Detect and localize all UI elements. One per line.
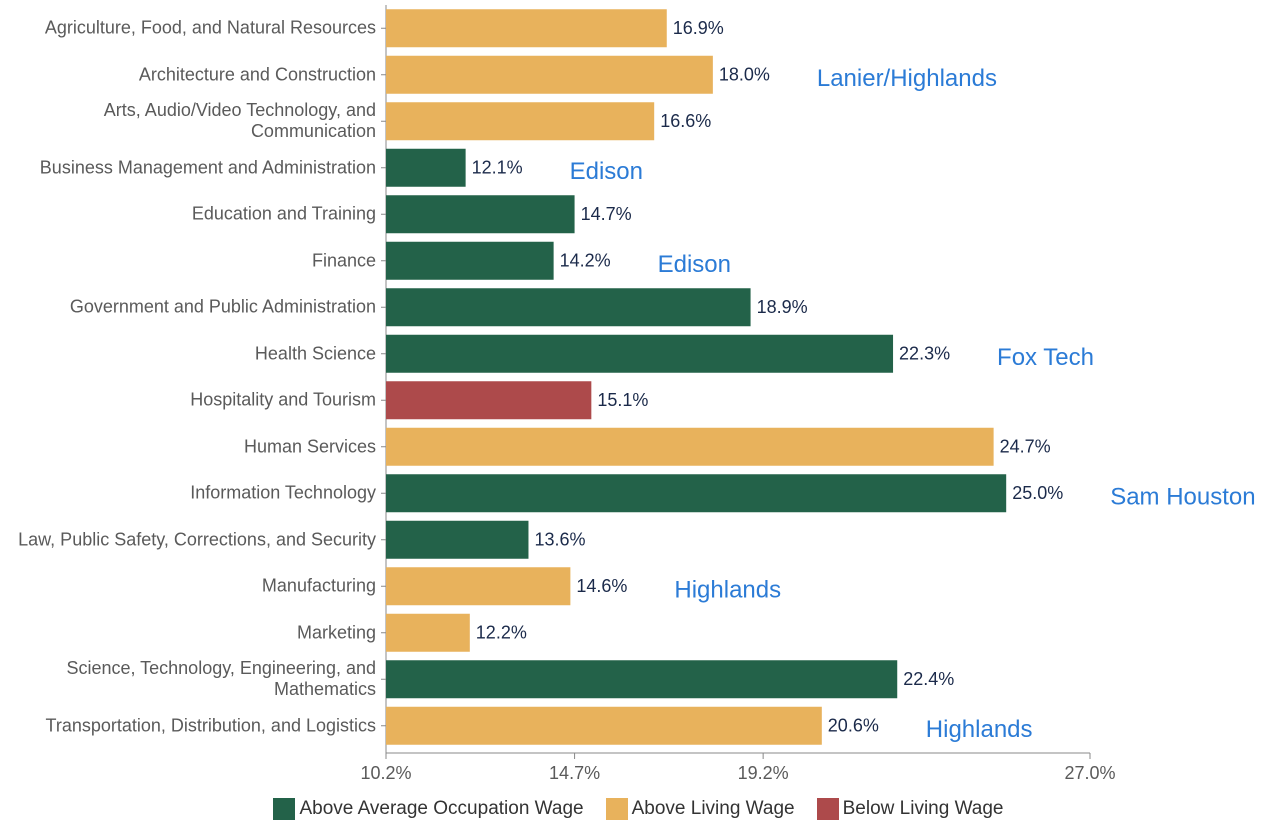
- category-label: Government and Public Administration: [69, 296, 376, 317]
- annotation: Edison: [658, 251, 731, 278]
- value-label: 22.4%: [903, 669, 954, 689]
- value-label: 25.0%: [1012, 483, 1063, 503]
- value-label: 14.7%: [581, 204, 632, 224]
- annotation: Fox Tech: [997, 344, 1094, 371]
- category-label: Manufacturing: [261, 575, 376, 596]
- legend-label: Above Living Wage: [631, 798, 795, 819]
- x-tick-label: 10.2%: [360, 763, 411, 783]
- category-label: Information Technology: [190, 482, 376, 503]
- value-label: 12.2%: [476, 623, 527, 643]
- x-tick-label: 19.2%: [738, 763, 789, 783]
- annotation: Edison: [570, 158, 643, 185]
- value-label: 14.6%: [576, 576, 627, 596]
- category-label: Architecture and Construction: [138, 64, 376, 85]
- bar: [386, 660, 898, 699]
- legend-item: Above Average Occupation Wage: [273, 798, 584, 820]
- legend: Above Average Occupation Wage Above Livin…: [0, 798, 1277, 820]
- bar: [386, 520, 529, 559]
- bar: [386, 334, 894, 373]
- value-label: 20.6%: [828, 716, 879, 736]
- value-label: 16.9%: [673, 18, 724, 38]
- legend-swatch: [816, 798, 839, 820]
- value-label: 14.2%: [560, 251, 611, 271]
- value-label: 15.1%: [597, 390, 648, 410]
- value-label: 16.6%: [660, 111, 711, 131]
- bar: [386, 102, 655, 141]
- category-label: Marketing: [296, 622, 376, 643]
- annotation: Highlands: [926, 716, 1033, 743]
- annotation: Highlands: [674, 577, 781, 604]
- legend-item: Above Living Wage: [605, 798, 795, 820]
- category-label: Education and Training: [191, 203, 376, 224]
- category-label: Law, Public Safety, Corrections, and Sec…: [18, 529, 376, 550]
- bar: [386, 706, 822, 745]
- category-label: Finance: [311, 250, 376, 271]
- x-tick-label: 14.7%: [549, 763, 600, 783]
- category-label: Science, Technology, Engineering, and Ma…: [66, 658, 376, 700]
- value-label: 24.7%: [1000, 437, 1051, 457]
- legend-label: Below Living Wage: [842, 798, 1004, 819]
- bar: [386, 427, 994, 466]
- legend-swatch: [605, 798, 628, 820]
- bar: [386, 474, 1007, 513]
- bar: [386, 9, 667, 48]
- bar: [386, 613, 470, 652]
- legend-swatch: [273, 798, 296, 820]
- bar: [386, 241, 554, 280]
- bar: [386, 567, 571, 606]
- annotation: Lanier/Highlands: [817, 65, 997, 92]
- category-label: Health Science: [254, 343, 376, 364]
- category-label: Agriculture, Food, and Natural Resources: [44, 17, 376, 38]
- category-label: Transportation, Distribution, and Logist…: [45, 715, 377, 736]
- value-label: 12.1%: [472, 158, 523, 178]
- category-label: Business Management and Administration: [39, 157, 376, 178]
- bar: [386, 148, 466, 187]
- bar: [386, 381, 592, 420]
- category-label: Human Services: [243, 436, 376, 457]
- x-tick-label: 27.0%: [1064, 763, 1115, 783]
- value-label: 22.3%: [899, 344, 950, 364]
- category-label: Arts, Audio/Video Technology, and Commun…: [103, 100, 376, 142]
- value-label: 18.0%: [719, 65, 770, 85]
- value-label: 18.9%: [757, 297, 808, 317]
- category-label: Hospitality and Tourism: [190, 389, 376, 410]
- annotation: Sam Houston: [1110, 484, 1255, 511]
- bar: [386, 288, 751, 327]
- legend-label: Above Average Occupation Wage: [299, 798, 584, 819]
- value-label: 13.6%: [534, 530, 585, 550]
- bar: [386, 55, 713, 94]
- legend-item: Below Living Wage: [816, 798, 1004, 820]
- bar: [386, 195, 575, 234]
